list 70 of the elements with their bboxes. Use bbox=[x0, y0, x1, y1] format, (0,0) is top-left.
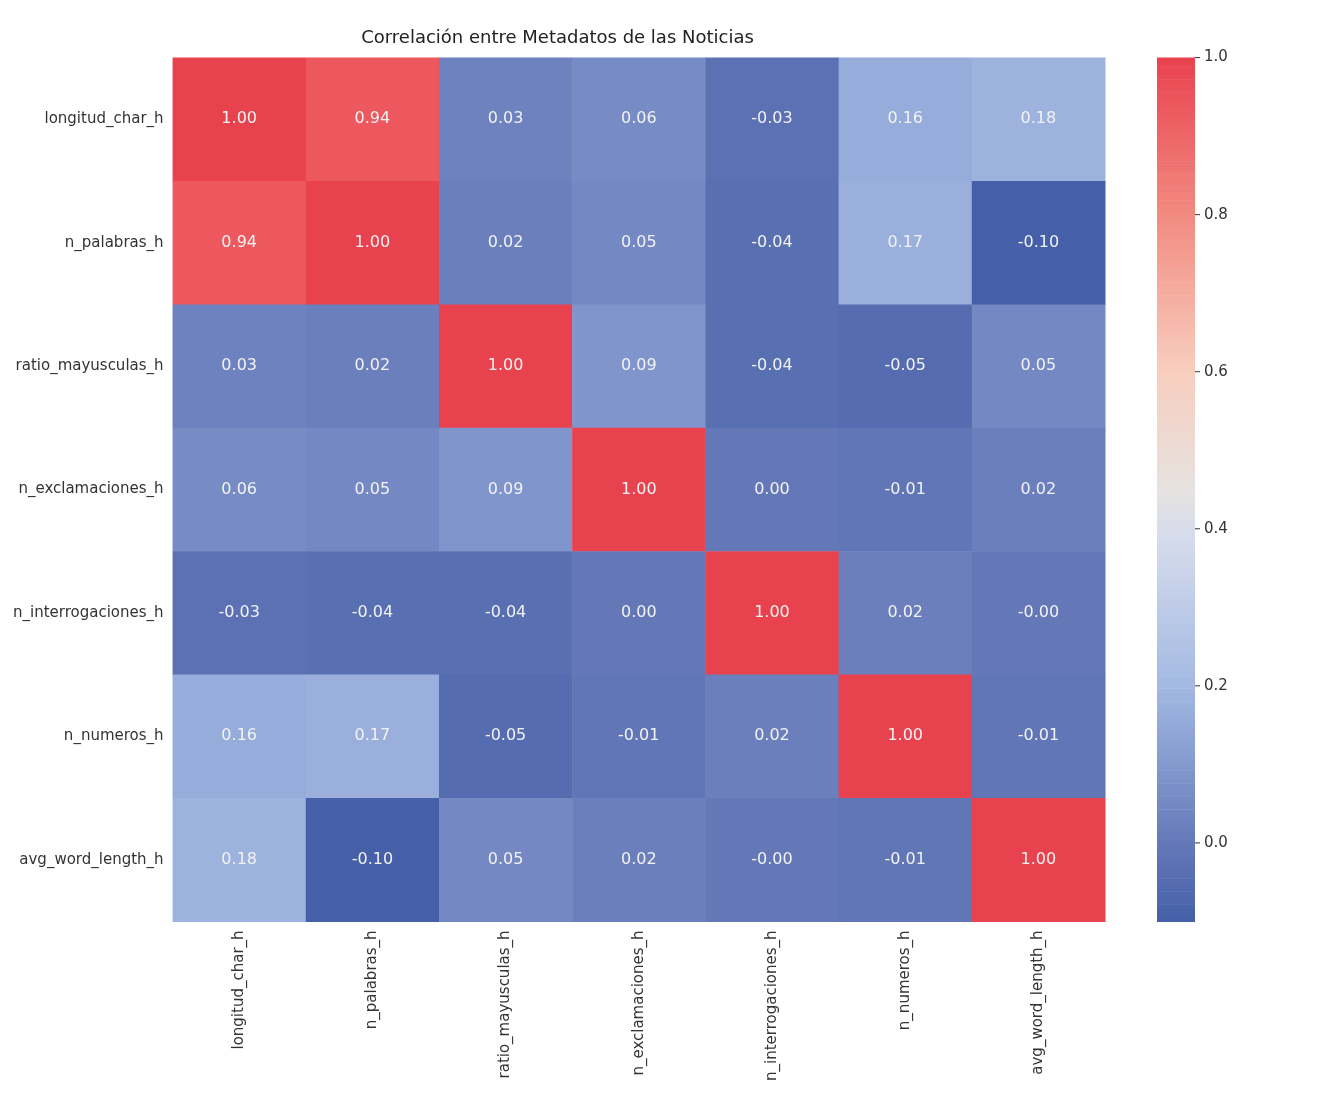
chart-title: Correlación entre Metadatos de las Noticias bbox=[361, 26, 754, 48]
y-tick-label: n_exclamaciones_h bbox=[18, 479, 164, 499]
data-label: 0.05 bbox=[620, 231, 657, 251]
color-bar-label: 0.8 bbox=[1204, 204, 1228, 223]
data-label: 0.02 bbox=[754, 725, 790, 745]
data-label: 0.05 bbox=[487, 848, 524, 868]
data-label: 0.09 bbox=[487, 478, 524, 498]
y-tick-label: ratio_mayusculas_h bbox=[15, 356, 164, 375]
data-label: 0.16 bbox=[221, 725, 257, 745]
data-label: -0.01 bbox=[884, 848, 926, 868]
data-label: -0.05 bbox=[884, 355, 926, 375]
data-label: 0.05 bbox=[1020, 355, 1057, 375]
data-label: 1.00 bbox=[1020, 848, 1057, 868]
data-label: 1.00 bbox=[620, 478, 657, 498]
color-bar-label: 0.6 bbox=[1204, 361, 1228, 380]
data-label: 0.16 bbox=[887, 108, 924, 128]
data-label: 0.02 bbox=[620, 848, 657, 868]
data-label: 1.00 bbox=[354, 231, 391, 251]
y-tick-label: avg_word_length_h bbox=[19, 849, 164, 869]
color-bar-label: 0.2 bbox=[1204, 675, 1228, 694]
data-label: -0.04 bbox=[484, 602, 527, 622]
data-label: -0.01 bbox=[1017, 725, 1060, 745]
data-label: 1.00 bbox=[887, 725, 924, 745]
data-label: 1.00 bbox=[487, 355, 524, 375]
data-label: -0.05 bbox=[484, 725, 527, 745]
data-label: -0.10 bbox=[1017, 231, 1060, 251]
data-label: 0.17 bbox=[354, 725, 391, 745]
data-label: 0.06 bbox=[620, 108, 657, 128]
y-tick-label: n_interrogaciones_h bbox=[12, 602, 164, 622]
data-label: -0.10 bbox=[351, 848, 394, 868]
data-label: 0.17 bbox=[887, 231, 924, 251]
x-tick-label: n_palabras_h bbox=[362, 930, 382, 1030]
data-label: 0.02 bbox=[487, 231, 524, 251]
data-label: -0.04 bbox=[751, 231, 793, 251]
data-label: -0.04 bbox=[351, 602, 394, 622]
data-label: 0.09 bbox=[620, 355, 657, 375]
data-label: 0.06 bbox=[221, 478, 257, 498]
data-label: 1.00 bbox=[221, 108, 257, 128]
x-tick-label: avg_word_length_h bbox=[1028, 930, 1048, 1075]
data-label: 1.00 bbox=[754, 602, 790, 622]
x-tick-label: ratio_mayusculas_h bbox=[495, 930, 515, 1079]
y-tick-label: n_numeros_h bbox=[63, 726, 164, 746]
data-label: 0.02 bbox=[354, 355, 391, 375]
data-label: 0.94 bbox=[354, 108, 391, 128]
data-label: 0.00 bbox=[620, 602, 657, 622]
data-label: 0.18 bbox=[1020, 108, 1057, 128]
x-tick-label: n_numeros_h bbox=[895, 930, 915, 1031]
data-label: -0.00 bbox=[751, 848, 793, 868]
data-label: 0.18 bbox=[221, 848, 257, 868]
x-tick-label: n_exclamaciones_h bbox=[628, 930, 648, 1076]
data-label: 0.94 bbox=[221, 231, 257, 251]
data-label: -0.01 bbox=[884, 478, 926, 498]
data-label: -0.01 bbox=[618, 725, 660, 745]
data-label: 0.05 bbox=[354, 478, 391, 498]
data-label: -0.04 bbox=[751, 355, 793, 375]
data-label: 0.02 bbox=[1020, 478, 1057, 498]
x-tick-label: longitud_char_h bbox=[229, 930, 249, 1050]
data-label: 0.00 bbox=[754, 478, 790, 498]
x-tick-label: n_interrogaciones_h bbox=[761, 930, 781, 1082]
y-tick-label: longitud_char_h bbox=[44, 109, 164, 129]
data-label: -0.03 bbox=[218, 602, 260, 622]
y-tick-label: n_palabras_h bbox=[64, 232, 164, 252]
color-bar-label: 0.4 bbox=[1204, 518, 1228, 537]
data-label: 0.02 bbox=[887, 602, 924, 622]
data-label: 0.03 bbox=[221, 355, 257, 375]
data-label: -0.03 bbox=[751, 108, 793, 128]
color-bar-label: 0.0 bbox=[1204, 832, 1228, 851]
data-label: 0.03 bbox=[487, 108, 524, 128]
data-label: -0.00 bbox=[1017, 602, 1060, 622]
color-bar-label: 1.0 bbox=[1204, 47, 1228, 66]
